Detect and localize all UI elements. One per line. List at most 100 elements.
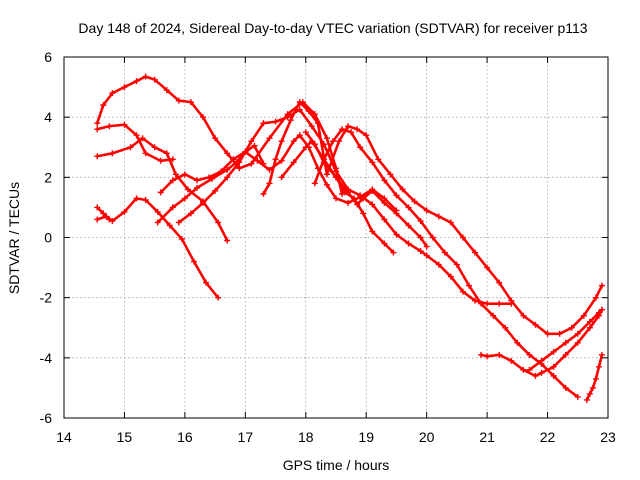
data-point [360,210,367,217]
series-markers [95,75,344,196]
data-point [520,312,527,319]
data-point [354,126,361,133]
data-point [203,279,210,286]
data-point [305,108,312,115]
data-point [121,84,128,91]
data-point [311,111,318,118]
x-tick-label: 16 [177,429,193,445]
data-point [308,123,315,130]
grid [64,57,608,418]
data-point [163,150,170,157]
data-point [212,135,219,142]
data-point [586,390,593,397]
data-point [323,181,330,188]
data-point [369,187,376,194]
data-point [178,236,185,243]
data-point [311,180,318,187]
data-point [342,189,349,196]
data-point [193,184,200,191]
data-point [562,384,569,391]
y-axis-label: SDTVAR / TECUs [6,182,22,294]
data-point [447,219,454,226]
data-point [142,196,149,203]
data-point [251,142,258,149]
data-point [302,129,309,136]
data-point [284,114,291,121]
data-point [323,171,330,178]
data-point [230,156,237,163]
data-point [496,300,503,307]
chart-title: Day 148 of 2024, Sidereal Day-to-day VTE… [78,20,587,36]
data-point [248,138,255,145]
data-point [200,114,207,121]
x-tick-label: 20 [419,429,435,445]
data-point [568,324,575,331]
data-point [278,138,285,145]
data-point [478,300,485,307]
ticks [63,56,609,419]
data-point [127,144,134,151]
y-tick-label: 6 [44,49,52,65]
data-point [393,231,400,238]
data-point [266,135,273,142]
data-point [363,132,370,139]
y-tick-label: 4 [44,109,52,125]
data-point [142,150,149,157]
data-point [154,208,161,215]
data-point [544,330,551,337]
data-point [595,363,602,370]
data-point [351,195,358,202]
data-point [94,216,101,223]
data-point [157,189,164,196]
data-point [496,351,503,358]
series-track-9 [260,99,605,337]
data-point [417,248,424,255]
data-point [508,297,515,304]
data-point [193,177,200,184]
data-point [166,222,173,229]
data-point [526,351,533,358]
y-tick-labels: -6 -4 -2 0 2 4 6 [40,49,53,426]
data-point [314,120,321,127]
data-point [399,186,406,193]
data-point [181,171,188,178]
data-point [336,138,343,145]
data-point [459,234,466,241]
data-point [381,216,388,223]
data-point [459,288,466,295]
data-point [339,190,346,197]
data-point [583,396,590,403]
series-track-11 [302,129,397,256]
data-point [369,159,376,166]
data-point [94,153,101,160]
data-point [592,375,599,382]
data-point [387,171,394,178]
series-track-3 [94,135,231,244]
data-point [405,240,412,247]
data-point [339,126,346,133]
data-point [121,208,128,215]
data-point [133,132,140,139]
data-point [598,282,605,289]
data-point [287,117,294,124]
data-point [224,150,231,157]
data-point [472,297,479,304]
data-point [598,351,605,358]
series-markers [313,127,580,399]
series-track-15 [583,351,605,403]
data-point [411,198,418,205]
data-point [200,199,207,206]
series-track-2 [94,121,176,164]
data-point [345,123,352,130]
data-point [224,237,231,244]
data-point [320,156,327,163]
data-point [94,126,101,133]
data-point [447,273,454,280]
data-point [296,132,303,139]
data-point [405,204,412,211]
data-point [465,282,472,289]
data-point [154,219,161,226]
x-tick-label: 19 [358,429,374,445]
data-point [360,195,367,202]
data-point [94,120,101,127]
